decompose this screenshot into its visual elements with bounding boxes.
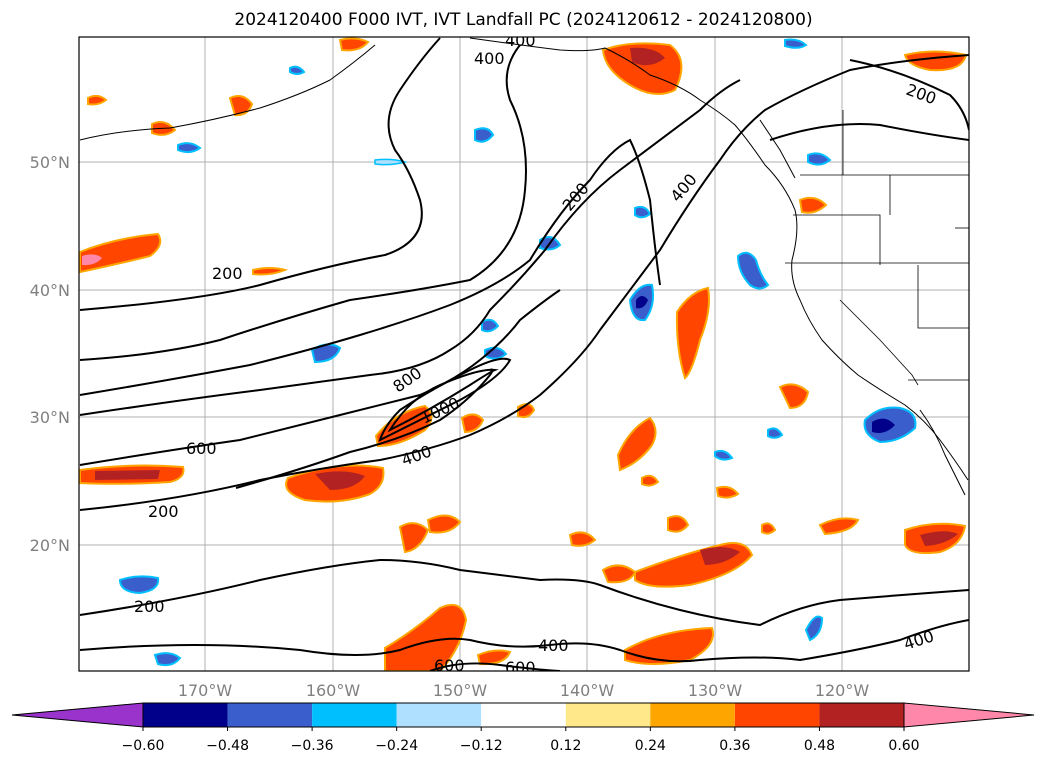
lat-label: 50°N <box>30 153 70 172</box>
contour-label: 200 <box>134 597 165 616</box>
colorbar-tick-label: 0.36 <box>719 738 750 754</box>
lat-label: 40°N <box>30 281 70 300</box>
ivt-contours <box>79 37 969 671</box>
colorbar-frame <box>142 702 905 728</box>
lon-label: 160°W <box>306 681 361 700</box>
colorbar-segment <box>819 703 904 727</box>
lon-label: 130°W <box>688 681 743 700</box>
coastlines <box>79 37 969 496</box>
colorbar-tick-label: 0.48 <box>804 738 835 754</box>
colorbar-segment <box>227 703 313 727</box>
lat-label: 20°N <box>30 536 70 555</box>
contour-label: 600 <box>434 656 465 675</box>
lat-label: 30°N <box>30 408 70 427</box>
colorbar-segment <box>143 703 228 727</box>
colorbar-tick-label: −0.60 <box>122 738 165 754</box>
colorbar-tick-label: 0.12 <box>550 738 581 754</box>
lon-label: 170°W <box>178 681 233 700</box>
lon-label: 120°W <box>815 681 870 700</box>
colorbar-segment <box>734 703 820 727</box>
colorbar-tick-label: −0.24 <box>375 738 418 754</box>
colorbar-extend-high <box>903 702 1035 728</box>
positive-shading <box>79 37 968 671</box>
lon-label: 150°W <box>433 681 488 700</box>
colorbar-tick-label: 0.60 <box>888 738 919 754</box>
longitude-labels: 170°W 160°W 150°W 140°W 130°W 120°W <box>178 681 870 700</box>
colorbar-segment <box>650 703 735 727</box>
map-frame <box>78 36 970 672</box>
colorbar-tick-label: −0.48 <box>206 738 249 754</box>
colorbar-segment <box>396 703 482 727</box>
latitude-labels: 50°N 40°N 30°N 20°N <box>30 153 70 555</box>
map-title: 2024120400 F000 IVT, IVT Landfall PC (20… <box>234 10 813 30</box>
colorbar-segment <box>481 703 566 727</box>
colorbar-segment <box>565 703 651 727</box>
colorbar: −0.60 −0.48 −0.36 −0.24 −0.12 0.12 0.24 0.36 0.4… <box>11 702 1035 754</box>
lon-label: 140°W <box>560 681 615 700</box>
contour-label: 400 <box>538 636 569 655</box>
contour-label: 200 <box>212 264 243 283</box>
ivt-shading <box>79 37 968 671</box>
contour-label: 400 <box>474 49 505 68</box>
colorbar-segment <box>312 703 397 727</box>
political-borders <box>785 110 969 386</box>
colorbar-tick-label: 0.24 <box>635 738 666 754</box>
colorbar-tick-label: −0.12 <box>460 738 503 754</box>
colorbar-tick-label: −0.36 <box>291 738 334 754</box>
colorbar-ticks: −0.60 −0.48 −0.36 −0.24 −0.12 0.12 0.24 0.36 0.4… <box>122 727 920 754</box>
contour-label: 200 <box>148 502 179 521</box>
colorbar-extend-low <box>11 702 144 728</box>
colorbar-segments <box>11 702 1035 728</box>
negative-shading <box>118 38 917 667</box>
contour-label: 400 <box>505 31 536 50</box>
contour-label: 600 <box>186 439 217 458</box>
contour-label: 600 <box>505 658 536 677</box>
